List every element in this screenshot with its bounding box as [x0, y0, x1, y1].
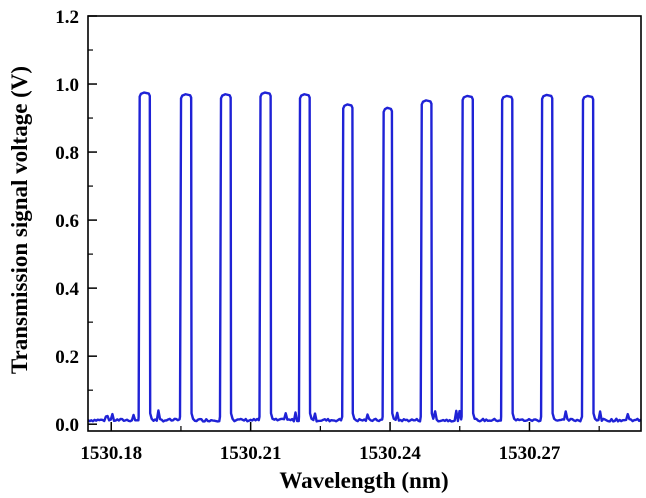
y-tick-label: 0.6: [55, 211, 79, 232]
y-tick-label: 0.2: [55, 347, 79, 368]
series-layer: [87, 91, 642, 423]
x-tick-label: 1530.24: [359, 443, 421, 464]
plot-frame: [87, 15, 642, 432]
x-axis-title: Wavelength (nm): [279, 468, 448, 493]
x-tick-label: 1530.18: [80, 443, 142, 464]
y-tick-label: 1.2: [55, 7, 79, 28]
series-line: [87, 91, 642, 423]
y-axis-title: Transmission signal voltage (V): [7, 66, 32, 374]
x-tick-label: 1530.21: [220, 443, 282, 464]
y-tick-label: 0.8: [55, 143, 79, 164]
x-tick-label: 1530.27: [499, 443, 561, 464]
y-tick-label: 0.0: [55, 415, 79, 436]
y-tick-label: 1.0: [55, 75, 79, 96]
ticks-layer: 1530.18 1530.21 1530.24 1530.27 0.0 0.2 0.4 0.6…: [55, 7, 600, 464]
y-tick-label: 0.4: [55, 279, 79, 300]
